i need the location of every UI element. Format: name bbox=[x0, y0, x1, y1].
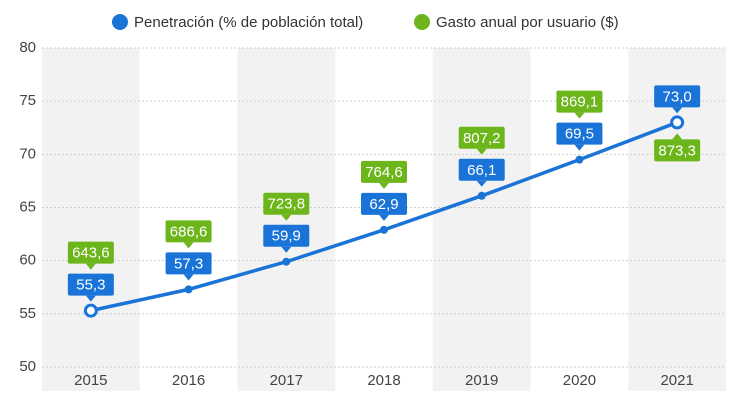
value-label-text: 764,6 bbox=[365, 164, 403, 181]
data-point bbox=[477, 191, 486, 200]
value-label-box bbox=[556, 90, 603, 113]
data-point bbox=[83, 303, 98, 318]
x-tick-label: 2019 bbox=[465, 372, 498, 389]
value-label-text: 57,3 bbox=[174, 255, 203, 272]
value-label-text: 59,9 bbox=[272, 228, 301, 245]
value-label-box bbox=[361, 160, 407, 183]
value-label-pointer bbox=[379, 182, 389, 189]
y-tick-label: 70 bbox=[19, 145, 36, 162]
value-label-pointer bbox=[379, 214, 389, 221]
value-label-text: 643,6 bbox=[72, 245, 110, 262]
value-label-box bbox=[165, 220, 212, 243]
column-band bbox=[432, 48, 531, 391]
x-tick-label: 2018 bbox=[367, 372, 400, 389]
value-label: 643,6 bbox=[67, 241, 114, 270]
y-tick-label: 75 bbox=[19, 92, 36, 109]
value-label: 869,1 bbox=[556, 90, 603, 119]
value-label-pointer bbox=[672, 133, 683, 140]
value-label-text: 723,8 bbox=[268, 196, 306, 213]
value-label-box bbox=[361, 192, 407, 215]
value-label-pointer bbox=[85, 295, 96, 302]
value-label-box bbox=[263, 192, 310, 215]
value-label-text: 69,5 bbox=[565, 126, 594, 143]
data-point bbox=[282, 257, 291, 266]
data-point bbox=[184, 285, 193, 294]
x-tick-label: 2017 bbox=[270, 372, 303, 389]
value-label-box bbox=[458, 158, 505, 181]
data-point bbox=[380, 225, 388, 234]
legend-marker bbox=[112, 14, 128, 30]
value-label: 59,9 bbox=[263, 224, 310, 253]
legend-label: Gasto anual por usuario ($) bbox=[436, 14, 619, 31]
value-label-text: 807,2 bbox=[463, 130, 501, 147]
value-label-pointer bbox=[476, 180, 487, 187]
value-label-pointer bbox=[183, 274, 194, 281]
legend-marker bbox=[414, 14, 430, 30]
y-tick-label: 65 bbox=[19, 198, 36, 215]
value-label: 873,3 bbox=[654, 133, 701, 162]
value-label: 723,8 bbox=[263, 192, 310, 221]
value-label-pointer bbox=[574, 112, 585, 119]
y-tick-label: 80 bbox=[19, 39, 36, 56]
value-label-text: 62,9 bbox=[369, 196, 398, 213]
value-label: 57,3 bbox=[165, 252, 212, 281]
value-label: 764,6 bbox=[361, 160, 407, 189]
value-label: 62,9 bbox=[361, 192, 407, 221]
value-label: 73,0 bbox=[654, 85, 701, 114]
value-label-text: 686,6 bbox=[170, 223, 208, 240]
value-label: 686,6 bbox=[165, 220, 212, 249]
value-label-text: 55,3 bbox=[76, 277, 105, 294]
value-label-text: 873,3 bbox=[658, 142, 696, 159]
value-label-box bbox=[654, 139, 701, 162]
value-label-text: 73,0 bbox=[663, 88, 692, 105]
x-tick-label: 2020 bbox=[563, 372, 596, 389]
x-tick-label: 2016 bbox=[172, 372, 205, 389]
value-label-box bbox=[263, 224, 310, 247]
value-label-box bbox=[67, 273, 114, 296]
value-label-box bbox=[654, 85, 701, 108]
value-label: 66,1 bbox=[458, 158, 505, 187]
value-label: 69,5 bbox=[556, 122, 603, 151]
value-label-box bbox=[556, 122, 603, 145]
column-band bbox=[42, 48, 140, 391]
y-tick-label: 55 bbox=[19, 305, 36, 322]
value-label-pointer bbox=[281, 246, 292, 253]
value-label-box bbox=[458, 126, 505, 149]
value-label-pointer bbox=[183, 242, 194, 249]
value-label-text: 66,1 bbox=[467, 162, 496, 179]
data-point bbox=[670, 115, 685, 130]
x-tick-label: 2015 bbox=[74, 372, 107, 389]
y-tick-label: 50 bbox=[19, 358, 36, 375]
value-label-pointer bbox=[85, 263, 96, 270]
value-label: 55,3 bbox=[67, 273, 114, 302]
value-label-pointer bbox=[476, 148, 487, 155]
value-label-pointer bbox=[281, 214, 292, 221]
value-label-text: 869,1 bbox=[561, 94, 599, 111]
data-point bbox=[575, 155, 584, 164]
value-label-box bbox=[67, 241, 114, 264]
y-tick-label: 60 bbox=[19, 252, 36, 269]
x-tick-label: 2021 bbox=[660, 372, 693, 389]
value-label: 807,2 bbox=[458, 126, 505, 155]
value-label-box bbox=[165, 252, 212, 275]
legend-label: Penetración (% de población total) bbox=[134, 14, 363, 31]
value-label-pointer bbox=[672, 107, 683, 114]
value-label-pointer bbox=[574, 144, 585, 151]
